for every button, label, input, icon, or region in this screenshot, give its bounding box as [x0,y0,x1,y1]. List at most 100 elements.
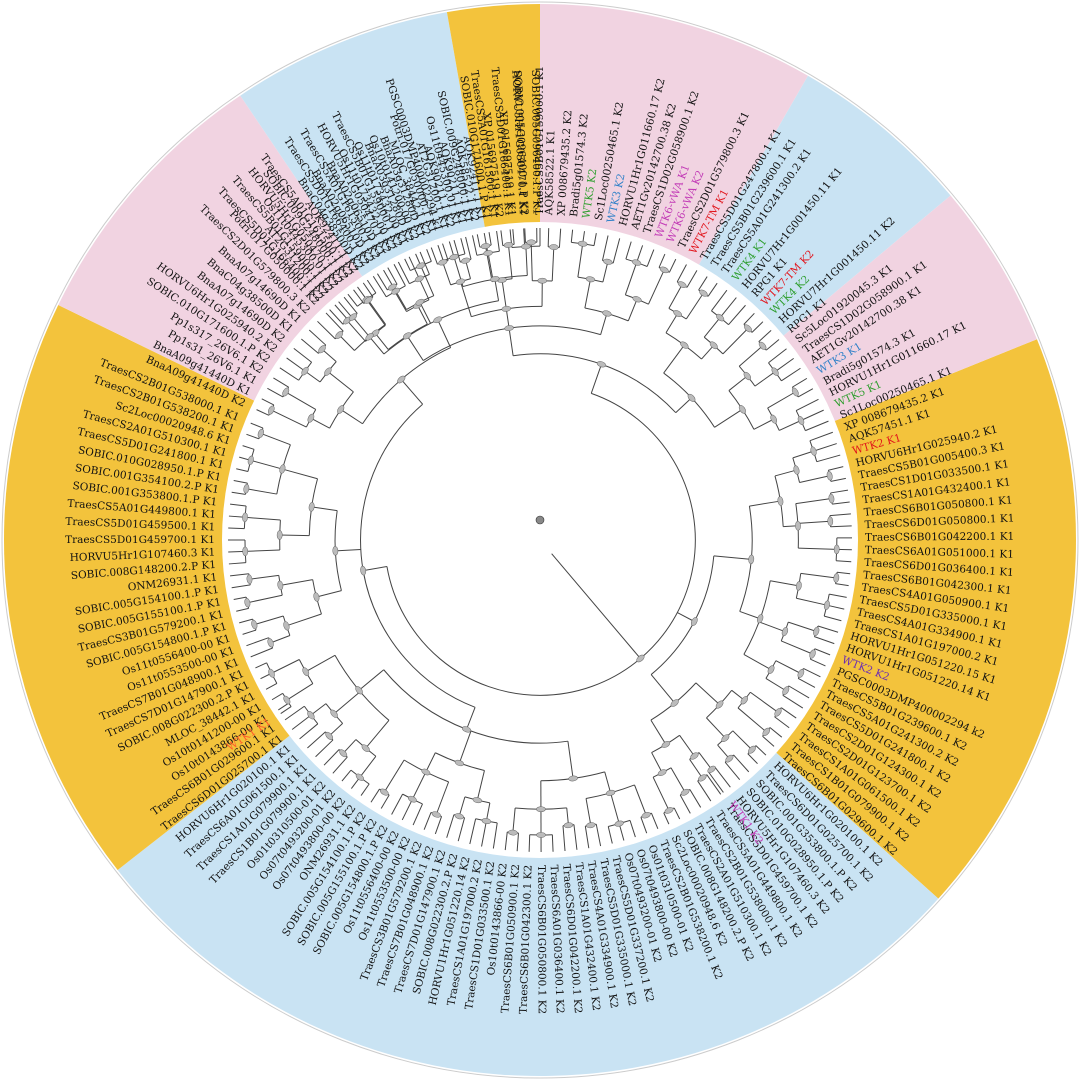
bootstrap-node [282,387,290,397]
branch [830,525,852,528]
bootstrap-node [767,665,775,675]
bootstrap-node [480,243,491,250]
branch [284,705,305,721]
branch [797,520,831,524]
bootstrap-node [348,313,357,321]
bootstrap-node [698,774,707,782]
bootstrap-node [472,797,482,804]
branch [551,553,641,659]
branch [781,640,813,655]
bootstrap-node [680,341,689,349]
branch [829,513,851,517]
branch [814,648,831,656]
branch [775,660,802,674]
branch [293,347,312,363]
branch [698,752,712,770]
branch [325,312,344,332]
branch [341,769,352,782]
branch [342,739,357,754]
branch [798,678,816,688]
branch [646,249,655,267]
branch [799,475,830,483]
branch [250,459,283,470]
bootstrap-node [743,371,752,381]
branch [677,612,695,622]
bootstrap-node [438,259,448,266]
branch [512,229,515,245]
branch [236,607,249,612]
bootstrap-node [242,546,249,557]
bootstrap-node [707,765,716,774]
branch [551,834,554,852]
branch [650,674,676,704]
bootstrap-node [795,521,801,531]
branch [267,387,284,398]
bootstrap-node [361,744,370,752]
branch [512,808,516,833]
bootstrap-node [355,686,363,695]
bootstrap-node [813,626,820,636]
branch [604,771,612,793]
bootstrap-node [810,446,817,456]
branch [743,312,755,325]
branch [442,243,449,261]
branch [366,279,377,294]
bootstrap-node [636,654,645,663]
bootstrap-node [504,325,514,332]
branch [417,305,428,325]
bootstrap-node [716,313,725,322]
branch [228,527,245,530]
bootstrap-node [828,493,835,504]
branch [703,317,721,338]
branch [404,258,411,271]
branch [523,228,526,247]
branch [460,281,472,317]
bootstrap-node [277,580,284,591]
branch [602,261,609,283]
branch [685,292,704,320]
branch [836,571,851,575]
branch [824,615,842,622]
bootstrap-node [339,749,348,758]
branch [446,814,455,838]
bootstrap-node [521,243,531,250]
branch [719,297,737,318]
bootstrap-node [449,253,459,261]
branch [393,264,406,287]
branch [286,683,314,701]
bootstrap-node [454,813,464,820]
branch [601,235,609,261]
branch [233,479,248,484]
branch [271,692,284,701]
leaf-label: TraesCS5B01G159000.1 K1 [534,66,546,215]
branch [280,706,292,714]
branch [365,719,390,749]
branch [458,796,466,817]
bootstrap-node [397,375,406,384]
branch [307,731,326,749]
branch [600,313,608,335]
branch [697,780,712,802]
branch [465,260,471,279]
bootstrap-node [267,405,275,415]
branch [476,770,485,801]
branch [246,433,260,440]
branch [828,466,844,471]
branch [304,370,321,383]
branch [728,375,748,391]
branch [366,299,386,326]
branch [798,547,837,550]
branch [679,794,691,814]
branch [362,282,374,298]
branch [809,431,833,442]
branch [501,279,507,309]
branch [595,824,602,847]
bootstrap-node [402,332,412,340]
branch [346,320,366,342]
branch [250,647,273,658]
branch [562,825,566,852]
bootstrap-node [244,598,251,608]
branch [707,282,718,297]
branch [758,621,786,633]
bootstrap-node [391,287,401,295]
